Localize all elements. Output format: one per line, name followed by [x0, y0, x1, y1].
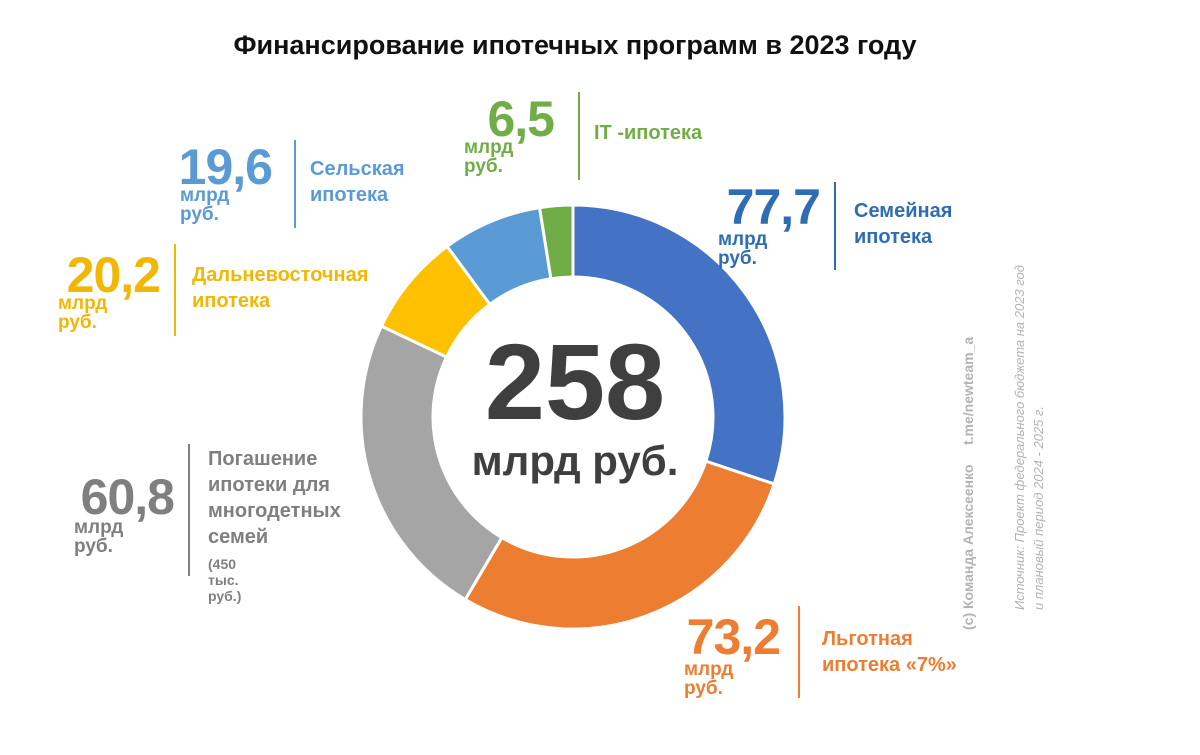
label-family: Семейная ипотека [854, 200, 953, 248]
credit-author: (с) Команда Алексеенко [960, 464, 976, 630]
divider-far-east [174, 244, 176, 336]
chart-title: Финансирование ипотечных программ в 2023… [233, 30, 917, 60]
unit-far-east: млрд руб. [58, 293, 108, 333]
unit-it: млрд руб. [464, 137, 514, 177]
divider-large-families [188, 444, 190, 576]
unit-preferential: млрд руб. [684, 659, 734, 699]
divider-it [578, 92, 580, 180]
donut-slice-5 [537, 203, 575, 281]
unit-large-families: млрд руб. [74, 517, 124, 557]
divider-rural [294, 140, 296, 228]
donut-slice-0 [571, 203, 787, 486]
label-rural: Сельская ипотека [310, 158, 405, 206]
credit-text: (с) Команда Алексеенко t.me/newteam_a [960, 337, 976, 630]
note-large-families: (450 тыс. руб.) [208, 556, 242, 604]
label-far-east: Дальневосточная ипотека [192, 264, 369, 312]
label-preferential: Льготная ипотека «7%» [822, 628, 957, 676]
credit-channel: t.me/newteam_a [960, 336, 976, 446]
value-family: 77,7 [726, 179, 821, 235]
value-preferential: 73,2 [686, 609, 781, 665]
divider-preferential [798, 606, 800, 698]
unit-family: млрд руб. [718, 229, 768, 269]
divider-family [834, 182, 836, 270]
value-rural: 19,6 [178, 139, 273, 195]
center-total-value: 258 [484, 321, 666, 442]
donut-slice-1 [463, 459, 777, 631]
label-it: IT -ипотека [594, 122, 703, 144]
value-large-families: 60,8 [80, 469, 175, 525]
unit-rural: млрд руб. [180, 185, 230, 225]
value-far-east: 20,2 [66, 247, 161, 303]
center-total-unit: млрд руб. [471, 437, 679, 484]
source-line-2: и плановый период 2024 - 2025 г. [1031, 405, 1046, 610]
value-it: 6,5 [487, 91, 555, 147]
source-text: Источник: Проект федерального бюджета на… [1010, 265, 1048, 610]
label-large-families: Погашение ипотеки для многодетных семей [208, 448, 341, 548]
source-line-1: Источник: Проект федерального бюджета на… [1012, 265, 1027, 610]
